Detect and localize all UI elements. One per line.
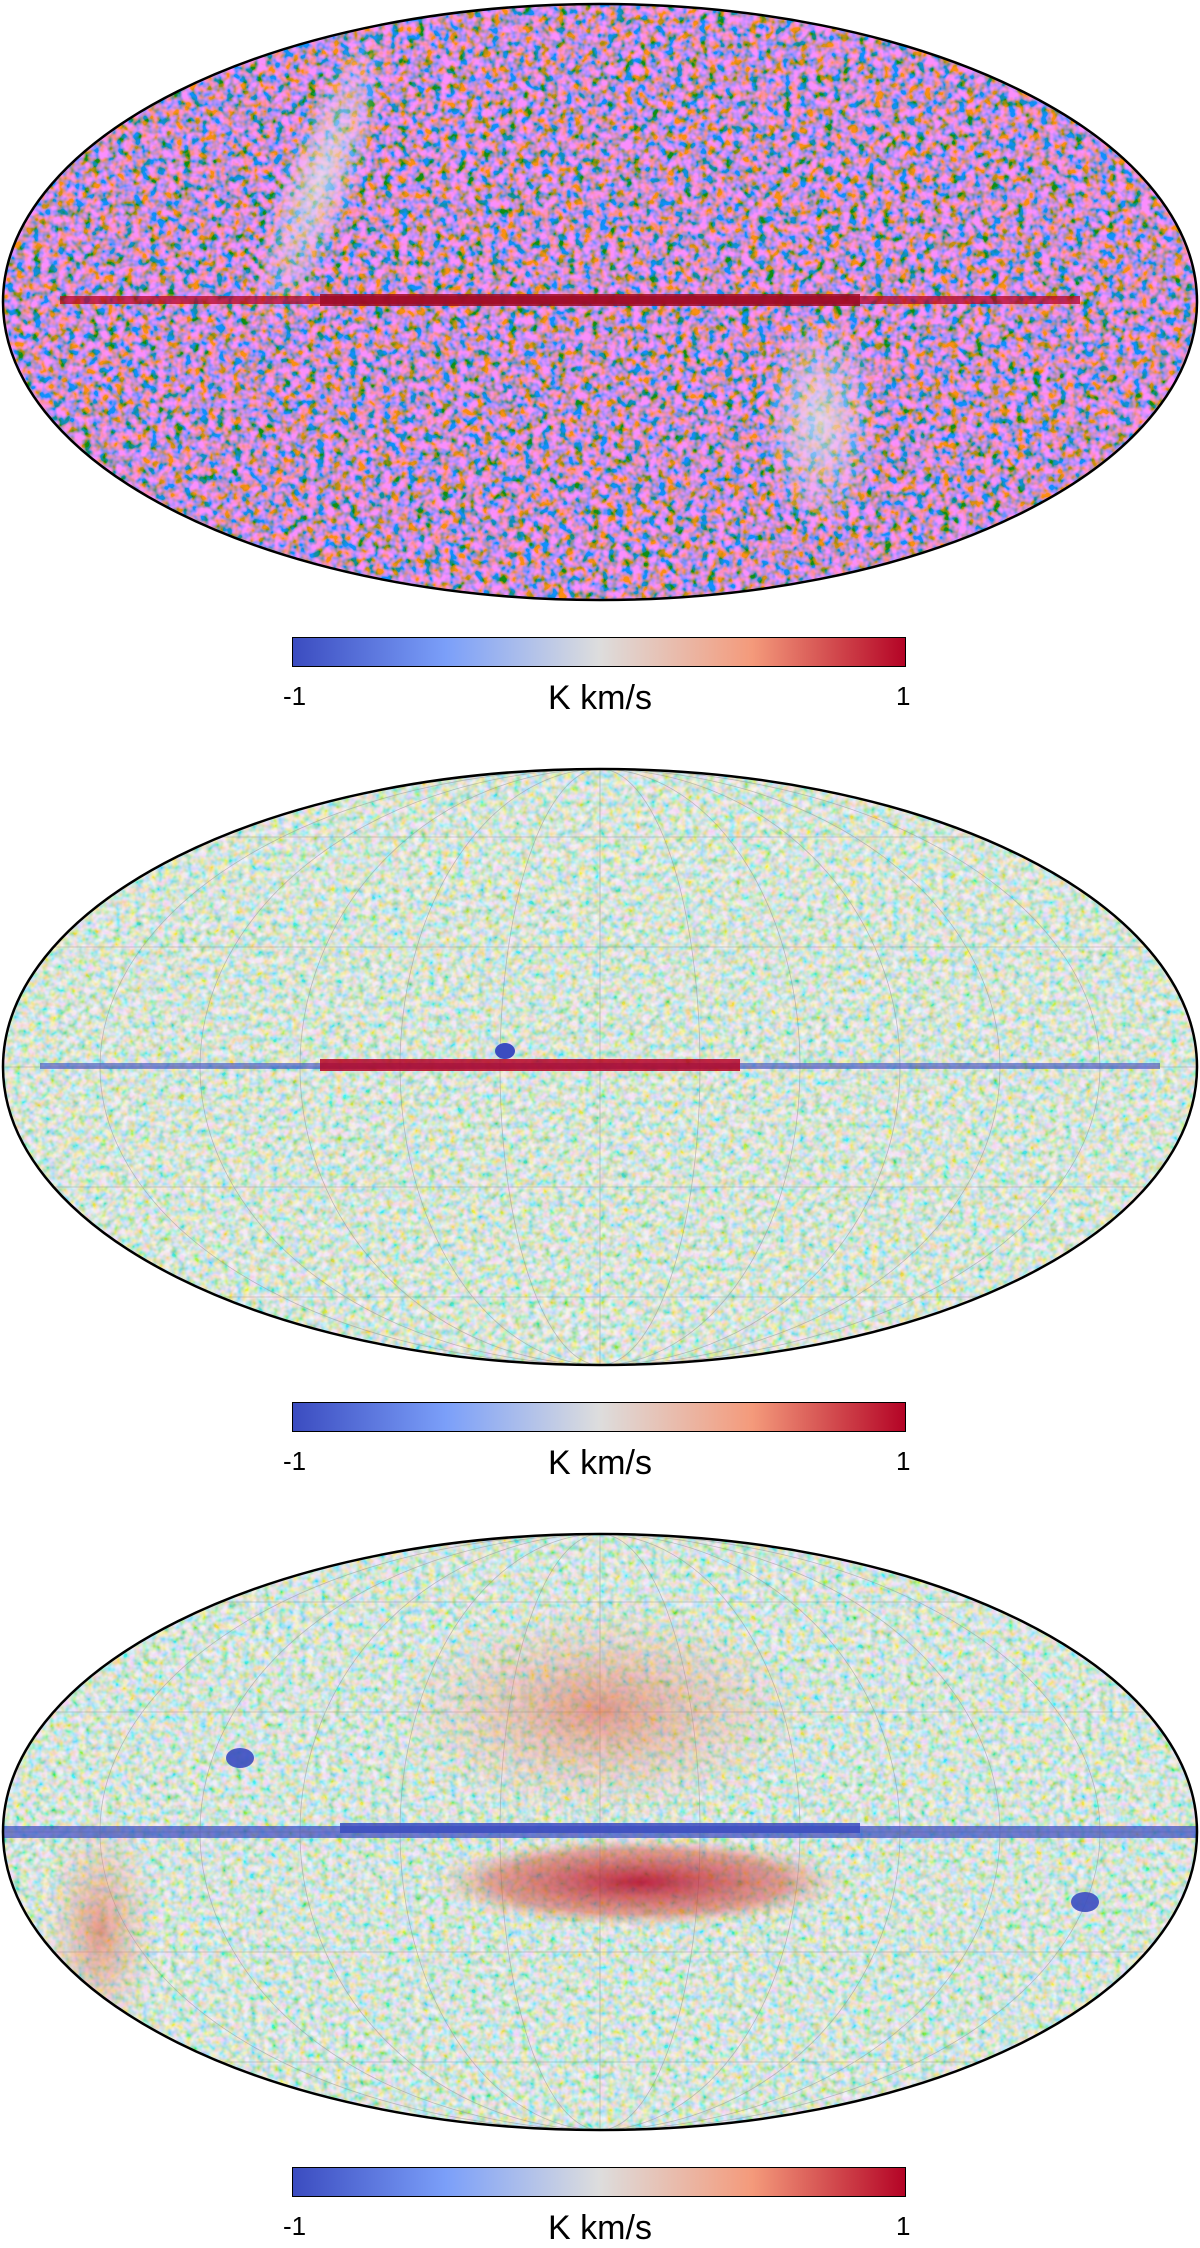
colorbar-3 bbox=[292, 2167, 906, 2197]
colorbar-max-label-1: 1 bbox=[896, 681, 911, 711]
sky-map-panel-2: -1 1 K km/s bbox=[0, 765, 1200, 1485]
sky-map-panel-1: -1 1 K km/s bbox=[0, 0, 1200, 720]
mollweide-map-3 bbox=[1, 1532, 1199, 2132]
colorbar-max-label-3: 1 bbox=[896, 2211, 911, 2241]
colorbar-min-label-2: -1 bbox=[283, 1446, 307, 1476]
mollweide-map-1 bbox=[1, 2, 1199, 602]
colorbar-1 bbox=[292, 637, 906, 667]
colorbar-unit-label-3: K km/s bbox=[548, 2209, 652, 2247]
colorbar-unit-label-1: K km/s bbox=[548, 679, 652, 717]
colorbar-unit-label-2: K km/s bbox=[548, 1444, 652, 1482]
sky-map-panel-3: -1 1 K km/s bbox=[0, 1530, 1200, 2248]
colorbar-min-label-3: -1 bbox=[283, 2211, 307, 2241]
mollweide-map-2 bbox=[1, 767, 1199, 1367]
colorbar-2 bbox=[292, 1402, 906, 1432]
colorbar-max-label-2: 1 bbox=[896, 1446, 911, 1476]
colorbar-min-label-1: -1 bbox=[283, 681, 307, 711]
